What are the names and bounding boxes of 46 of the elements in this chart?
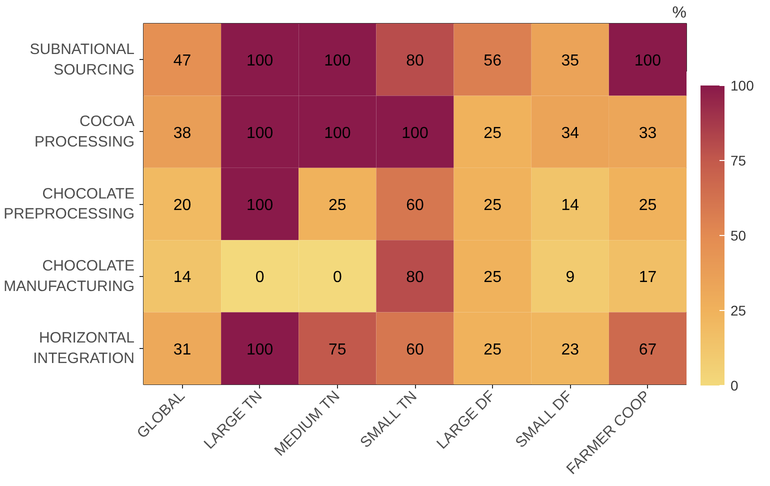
data-label: 34 bbox=[561, 124, 580, 142]
data-label: 80 bbox=[406, 52, 424, 70]
data-label: 100 bbox=[246, 341, 274, 358]
data-label: 25 bbox=[484, 197, 502, 214]
data-label: 80 bbox=[406, 269, 424, 286]
data-label: 25 bbox=[484, 269, 502, 286]
color-bar-label: 100 bbox=[730, 78, 754, 94]
data-label: 20 bbox=[173, 197, 192, 214]
y-tick-label: SUBNATIONAL SOURCING bbox=[30, 40, 135, 78]
data-label: 0 bbox=[255, 269, 264, 286]
y-tick-label: CHOCOLATE PREPROCESSING bbox=[4, 185, 135, 223]
data-label: 60 bbox=[406, 341, 424, 358]
data-label: 14 bbox=[561, 197, 580, 214]
data-label: 100 bbox=[246, 52, 274, 70]
color-bar-label: 0 bbox=[730, 378, 738, 394]
color-bar-title: % bbox=[672, 4, 687, 22]
data-label: 100 bbox=[246, 197, 274, 214]
data-label: 67 bbox=[638, 341, 657, 358]
data-label: 47 bbox=[173, 52, 192, 70]
data-label: 60 bbox=[406, 197, 424, 214]
color-bar-label: 50 bbox=[730, 228, 746, 244]
data-label: 100 bbox=[246, 124, 274, 142]
data-label: 23 bbox=[561, 341, 580, 358]
data-label: 25 bbox=[638, 197, 657, 214]
y-tick-label: HORIZONTAL INTEGRATION bbox=[33, 330, 135, 368]
data-label: 100 bbox=[324, 52, 351, 70]
data-label: 75 bbox=[328, 341, 346, 358]
data-label: 9 bbox=[566, 269, 575, 286]
data-label: 100 bbox=[634, 52, 662, 70]
y-tick-label: CHOCOLATE MANUFACTURING bbox=[4, 258, 135, 295]
data-label: 25 bbox=[328, 197, 346, 214]
data-label: 25 bbox=[484, 341, 502, 358]
data-label: 17 bbox=[638, 269, 657, 286]
color-bar-label: 75 bbox=[730, 152, 746, 168]
data-label: 33 bbox=[638, 124, 657, 142]
data-label: 0 bbox=[332, 269, 342, 286]
data-label: 100 bbox=[402, 124, 428, 142]
data-label: 25 bbox=[484, 124, 502, 142]
data-label: 38 bbox=[173, 124, 192, 142]
data-label: 100 bbox=[324, 124, 351, 142]
data-label: 56 bbox=[484, 52, 502, 70]
color-bar-label: 25 bbox=[730, 302, 746, 318]
y-tick-label: COCOA PROCESSING bbox=[34, 113, 135, 150]
data-label: 31 bbox=[173, 341, 192, 358]
data-label: 35 bbox=[561, 52, 580, 70]
data-label: 14 bbox=[173, 269, 192, 286]
